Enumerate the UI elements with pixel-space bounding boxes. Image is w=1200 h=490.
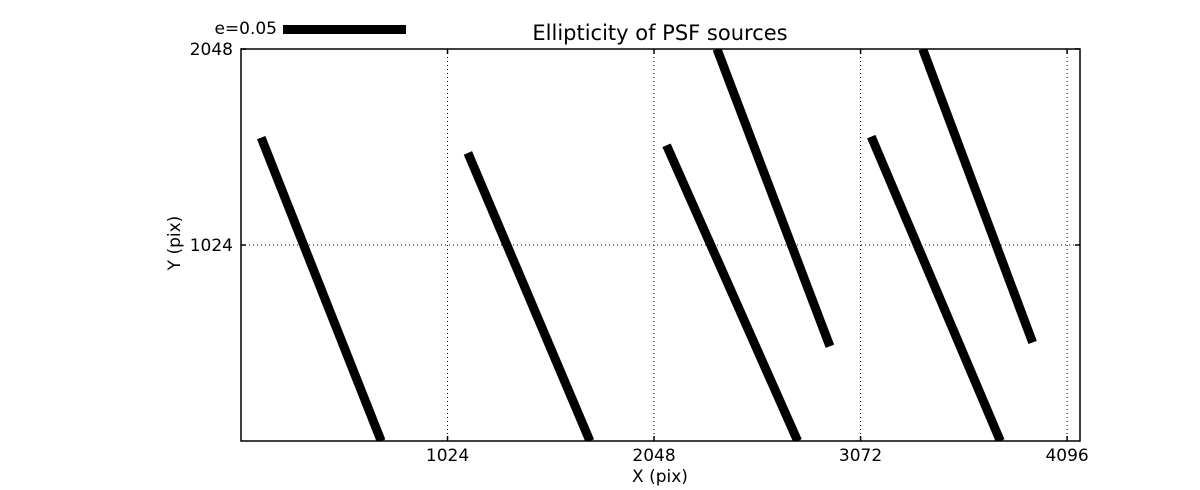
axes-frame-layer [240,48,1081,442]
y-axis-label: Y (pix) [165,216,185,272]
gridlines-layer [241,48,1080,441]
tick-marks-layer [241,48,1080,441]
x-tick-label: 4096 [1045,446,1088,466]
chart-title: Ellipticity of PSF sources [532,21,787,45]
tick-labels-layer: 1024 2048 3072 4096 1024 2048 [190,40,1089,466]
whisker-segment [712,49,835,348]
x-axis-label: X (pix) [632,467,688,487]
x-tick-label: 3072 [839,446,882,466]
whisker-segment [463,151,595,441]
whisker-segment [867,134,1005,441]
whisker-segment [662,143,802,441]
y-tick-label: 1024 [190,236,233,256]
y-tick-label: 2048 [190,40,233,60]
legend-label: e=0.05 [214,19,277,39]
whisker-segment [256,135,386,441]
x-tick-label: 2048 [632,446,675,466]
whisker-segments-layer [256,49,1037,441]
whisker-group [256,49,1037,441]
x-tick-label: 1024 [426,446,469,466]
whisker-segment [918,49,1037,345]
axes-frame [240,48,1081,442]
